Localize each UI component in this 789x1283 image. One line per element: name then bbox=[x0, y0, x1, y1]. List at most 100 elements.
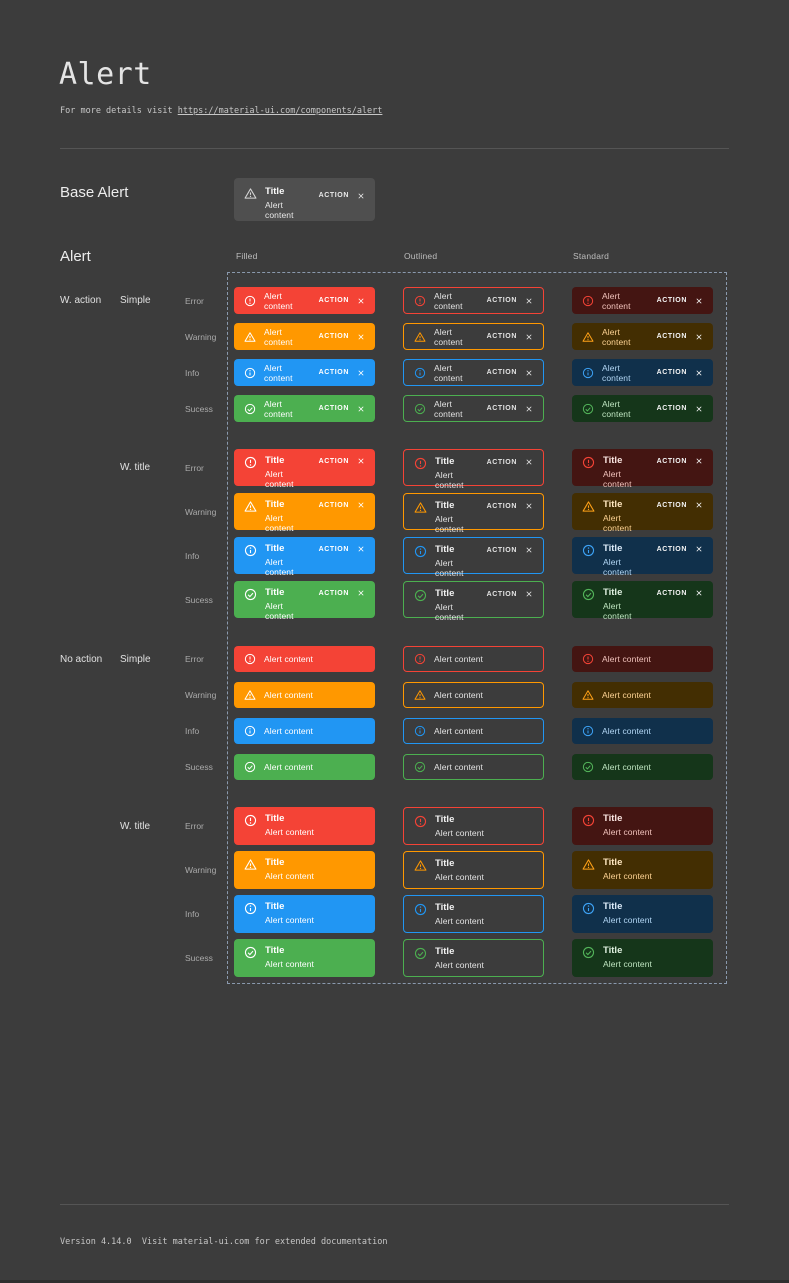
action-button[interactable]: ACTION bbox=[486, 458, 517, 466]
error-icon bbox=[244, 456, 257, 469]
alert-body: Title Alert content bbox=[265, 901, 365, 925]
close-button[interactable] bbox=[695, 457, 703, 465]
alert-actions: ACTION bbox=[657, 297, 703, 305]
close-button[interactable] bbox=[357, 545, 365, 553]
warning-icon bbox=[244, 500, 257, 513]
close-button[interactable] bbox=[357, 501, 365, 509]
action-button[interactable]: ACTION bbox=[486, 333, 517, 340]
alert-filled-error-titled: Title Alert content bbox=[234, 807, 375, 845]
action-button[interactable]: ACTION bbox=[486, 405, 517, 412]
alert-standard-success-titled: Title Alert content bbox=[572, 939, 713, 977]
alert-content: Alert content bbox=[265, 871, 315, 881]
close-button[interactable] bbox=[357, 589, 365, 597]
close-button[interactable] bbox=[525, 458, 533, 466]
alert-content: Alert content bbox=[434, 290, 463, 311]
action-button[interactable]: ACTION bbox=[486, 546, 517, 554]
close-button[interactable] bbox=[695, 545, 703, 553]
alert-content: Alert content bbox=[602, 326, 631, 347]
close-button[interactable] bbox=[357, 333, 365, 341]
alert-body: Title Alert content bbox=[603, 543, 651, 577]
action-button[interactable]: ACTION bbox=[486, 369, 517, 376]
warning-icon bbox=[582, 331, 594, 343]
close-button[interactable] bbox=[357, 369, 365, 377]
alert-body: Title Alert content bbox=[435, 902, 533, 926]
error-icon bbox=[414, 815, 427, 828]
close-button[interactable] bbox=[525, 405, 533, 413]
action-button[interactable]: ACTION bbox=[318, 192, 349, 199]
alert-title: Title bbox=[265, 499, 285, 510]
close-icon bbox=[695, 501, 703, 509]
close-button[interactable] bbox=[695, 333, 703, 341]
action-button[interactable]: ACTION bbox=[486, 590, 517, 598]
action-button[interactable]: ACTION bbox=[318, 545, 349, 553]
warning-icon bbox=[244, 187, 257, 200]
action-button[interactable]: ACTION bbox=[656, 589, 687, 597]
action-button[interactable]: ACTION bbox=[656, 501, 687, 509]
close-icon bbox=[357, 405, 365, 413]
severity-label-warning: Warning bbox=[185, 865, 217, 875]
action-button[interactable]: ACTION bbox=[318, 369, 349, 376]
column-header-filled: Filled bbox=[236, 251, 258, 261]
alert-content: Alert content bbox=[434, 362, 463, 383]
action-button[interactable]: ACTION bbox=[656, 457, 687, 465]
close-button[interactable] bbox=[357, 188, 365, 203]
info-icon bbox=[414, 725, 426, 737]
alert-actions: ACTION bbox=[319, 405, 365, 413]
action-button[interactable]: ACTION bbox=[656, 405, 687, 412]
action-button[interactable]: ACTION bbox=[318, 457, 349, 465]
action-button[interactable]: ACTION bbox=[656, 333, 687, 340]
alert-actions: ACTION bbox=[319, 333, 365, 341]
close-button[interactable] bbox=[695, 589, 703, 597]
close-button[interactable] bbox=[525, 590, 533, 598]
warning-icon bbox=[414, 859, 427, 872]
subtitle-link[interactable]: https://material-ui.com/components/alert bbox=[177, 106, 383, 116]
alert-body: Title Alert content bbox=[435, 544, 481, 578]
close-icon bbox=[357, 501, 365, 509]
action-button[interactable]: ACTION bbox=[318, 589, 349, 597]
close-icon bbox=[695, 589, 703, 597]
action-button[interactable]: ACTION bbox=[318, 501, 349, 509]
success-icon bbox=[414, 761, 426, 773]
success-icon bbox=[244, 588, 257, 601]
close-button[interactable] bbox=[525, 297, 533, 305]
action-button[interactable]: ACTION bbox=[318, 297, 349, 304]
alert-content: Alert content bbox=[435, 514, 464, 534]
error-icon bbox=[582, 456, 595, 469]
action-button[interactable]: ACTION bbox=[486, 502, 517, 510]
action-button[interactable]: ACTION bbox=[656, 297, 687, 304]
alert-standard-success: Alert content bbox=[572, 754, 713, 780]
close-button[interactable] bbox=[357, 457, 365, 465]
close-button[interactable] bbox=[695, 501, 703, 509]
alert-body: Title Alert content bbox=[435, 946, 533, 970]
action-button[interactable]: ACTION bbox=[656, 545, 687, 553]
alert-title: Title bbox=[265, 857, 285, 868]
error-icon bbox=[582, 814, 595, 827]
error-icon bbox=[414, 295, 426, 307]
alert-title: Title bbox=[435, 858, 455, 869]
close-button[interactable] bbox=[525, 333, 533, 341]
page-subtitle: For more details visit https://material-… bbox=[60, 106, 382, 116]
close-button[interactable] bbox=[695, 405, 703, 413]
close-button[interactable] bbox=[357, 405, 365, 413]
close-icon bbox=[525, 590, 533, 598]
alert-body: Title Alert content bbox=[435, 456, 481, 490]
action-button[interactable]: ACTION bbox=[486, 297, 517, 304]
close-button[interactable] bbox=[525, 369, 533, 377]
close-button[interactable] bbox=[525, 502, 533, 510]
alert-body: Title Alert content bbox=[265, 813, 365, 837]
action-button[interactable]: ACTION bbox=[318, 333, 349, 340]
alert-outlined-warning-titled: Title Alert content ACTION bbox=[403, 493, 544, 534]
alert-title: Title bbox=[265, 455, 285, 466]
top-divider bbox=[60, 148, 729, 149]
alert-content: Alert content bbox=[603, 915, 653, 925]
error-icon bbox=[414, 653, 426, 665]
alert-filled-success: Alert content ACTION bbox=[234, 395, 375, 422]
close-button[interactable] bbox=[695, 369, 703, 377]
alert-filled-success-titled: Title Alert content ACTION bbox=[234, 581, 375, 621]
action-button[interactable]: ACTION bbox=[656, 369, 687, 376]
close-button[interactable] bbox=[525, 546, 533, 554]
alert-body: Title Alert content bbox=[435, 814, 533, 838]
action-button[interactable]: ACTION bbox=[318, 405, 349, 412]
close-button[interactable] bbox=[357, 297, 365, 305]
close-button[interactable] bbox=[695, 297, 703, 305]
